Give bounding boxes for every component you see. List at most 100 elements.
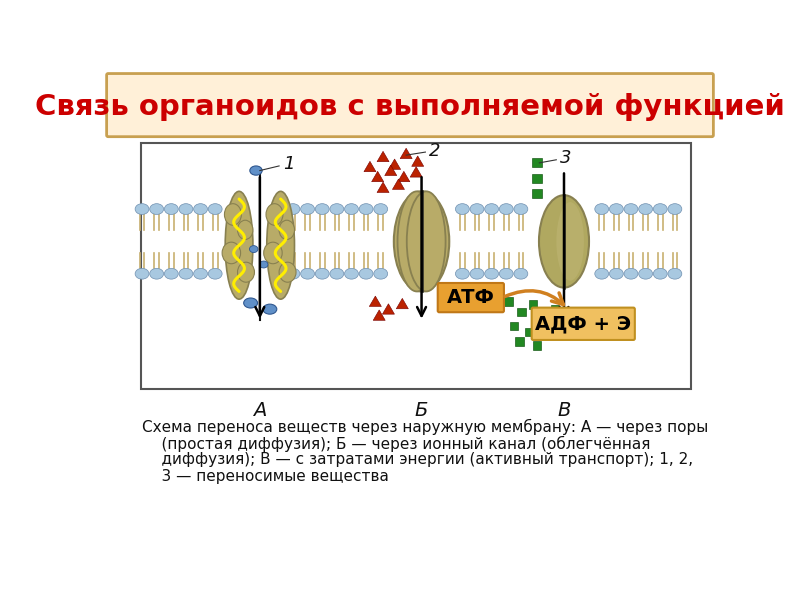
Text: Б: Б: [415, 401, 428, 420]
Ellipse shape: [595, 203, 609, 214]
Ellipse shape: [266, 203, 283, 225]
Text: диффузия); В — с затратами энергии (активный транспорт); 1, 2,: диффузия); В — с затратами энергии (акти…: [142, 452, 693, 467]
Ellipse shape: [150, 268, 164, 279]
FancyBboxPatch shape: [106, 74, 714, 137]
Ellipse shape: [301, 203, 314, 214]
Ellipse shape: [359, 268, 373, 279]
Ellipse shape: [374, 203, 388, 214]
Polygon shape: [518, 308, 526, 316]
Ellipse shape: [345, 268, 358, 279]
Ellipse shape: [179, 268, 193, 279]
Text: 3 — переносимые вещества: 3 — переносимые вещества: [142, 469, 389, 484]
Ellipse shape: [406, 191, 446, 292]
Text: А: А: [253, 401, 266, 420]
Ellipse shape: [330, 203, 344, 214]
Ellipse shape: [250, 245, 258, 253]
Ellipse shape: [286, 268, 300, 279]
Polygon shape: [393, 179, 405, 190]
Ellipse shape: [238, 262, 254, 282]
Ellipse shape: [455, 203, 470, 214]
Ellipse shape: [164, 268, 178, 279]
Ellipse shape: [668, 268, 682, 279]
Ellipse shape: [654, 203, 667, 214]
Polygon shape: [515, 337, 523, 346]
Text: В: В: [558, 401, 570, 420]
Ellipse shape: [638, 203, 653, 214]
Ellipse shape: [485, 203, 498, 214]
Ellipse shape: [263, 304, 277, 314]
Ellipse shape: [470, 203, 484, 214]
Polygon shape: [372, 172, 384, 182]
Polygon shape: [510, 322, 518, 331]
Polygon shape: [529, 301, 538, 309]
Ellipse shape: [610, 268, 623, 279]
Ellipse shape: [330, 268, 344, 279]
Polygon shape: [410, 167, 422, 177]
Ellipse shape: [485, 268, 498, 279]
Polygon shape: [373, 310, 386, 320]
Ellipse shape: [150, 203, 164, 214]
Ellipse shape: [238, 220, 253, 239]
Polygon shape: [385, 165, 397, 176]
Ellipse shape: [345, 203, 358, 214]
Ellipse shape: [194, 268, 207, 279]
Ellipse shape: [315, 203, 329, 214]
Polygon shape: [533, 341, 542, 350]
Ellipse shape: [638, 268, 653, 279]
Ellipse shape: [226, 191, 253, 299]
Ellipse shape: [208, 203, 222, 214]
Text: Схема переноса веществ через наружную мембрану: А — через поры: Схема переноса веществ через наружную ме…: [142, 419, 708, 434]
Ellipse shape: [222, 242, 241, 264]
Text: (простая диффузия); Б — через ионный канал (облегчённая: (простая диффузия); Б — через ионный кан…: [142, 436, 650, 452]
Ellipse shape: [135, 268, 149, 279]
Polygon shape: [400, 148, 412, 158]
Text: 1: 1: [283, 155, 294, 173]
Bar: [141, 143, 691, 389]
Ellipse shape: [668, 203, 682, 214]
FancyArrowPatch shape: [505, 291, 563, 305]
Ellipse shape: [470, 268, 484, 279]
Polygon shape: [377, 151, 389, 162]
Text: 2: 2: [430, 142, 441, 160]
Ellipse shape: [394, 191, 450, 292]
Ellipse shape: [279, 262, 296, 282]
Ellipse shape: [259, 261, 268, 268]
Ellipse shape: [301, 268, 314, 279]
Text: АТФ: АТФ: [447, 288, 494, 307]
Ellipse shape: [610, 203, 623, 214]
FancyBboxPatch shape: [438, 283, 504, 312]
Ellipse shape: [250, 166, 262, 175]
Ellipse shape: [514, 268, 528, 279]
Polygon shape: [377, 182, 389, 193]
Ellipse shape: [556, 202, 584, 281]
Polygon shape: [535, 320, 543, 329]
Polygon shape: [550, 305, 559, 313]
Ellipse shape: [266, 191, 294, 299]
Ellipse shape: [286, 203, 300, 214]
Ellipse shape: [499, 268, 513, 279]
Text: АДФ + Э: АДФ + Э: [535, 314, 631, 333]
Ellipse shape: [374, 268, 388, 279]
Ellipse shape: [194, 203, 207, 214]
Ellipse shape: [225, 203, 242, 225]
Ellipse shape: [455, 268, 470, 279]
Polygon shape: [412, 156, 424, 166]
Polygon shape: [533, 173, 542, 183]
Ellipse shape: [244, 298, 258, 308]
Ellipse shape: [595, 268, 609, 279]
Ellipse shape: [624, 268, 638, 279]
Polygon shape: [396, 298, 408, 309]
Polygon shape: [546, 331, 554, 340]
Ellipse shape: [315, 268, 329, 279]
Polygon shape: [525, 328, 534, 337]
Text: 3: 3: [560, 149, 572, 167]
Ellipse shape: [208, 268, 222, 279]
Ellipse shape: [179, 203, 193, 214]
Ellipse shape: [135, 203, 149, 214]
Ellipse shape: [624, 203, 638, 214]
Polygon shape: [382, 304, 394, 314]
Text: Связь органоидов с выполняемой функцией: Связь органоидов с выполняемой функцией: [35, 92, 785, 121]
Polygon shape: [533, 158, 542, 167]
Polygon shape: [364, 161, 376, 172]
Ellipse shape: [514, 203, 528, 214]
